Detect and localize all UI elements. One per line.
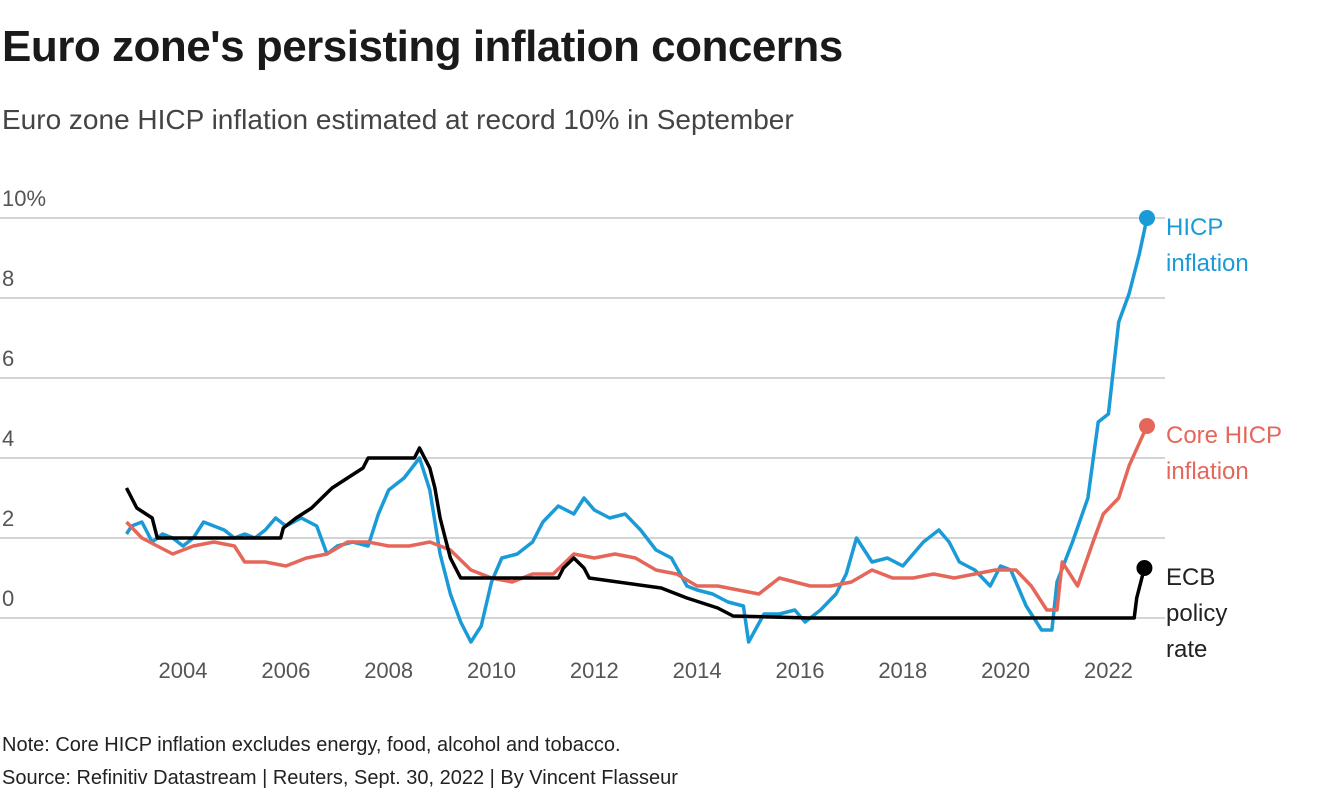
end-marker (1139, 210, 1156, 226)
x-tick-label: 2014 (673, 658, 722, 683)
series-line (125, 217, 1149, 644)
series-label: ECB policy rate (1166, 564, 1228, 663)
x-tick-label: 2016 (775, 658, 824, 683)
source: Source: Refinitiv Datastream | Reuters, … (2, 767, 678, 789)
y-tick-label: 0 (2, 586, 14, 611)
y-tick-label: 8 (2, 266, 14, 291)
x-tick-label: 2006 (261, 658, 310, 683)
y-tick-label: 10% (2, 186, 46, 211)
x-tick-label: 2018 (878, 658, 927, 683)
chart-subtitle: Euro zone HICP inflation estimated at re… (2, 104, 794, 135)
x-tick-label: 2008 (364, 658, 413, 683)
end-marker (1136, 560, 1153, 576)
note: Note: Core HICP inflation excludes energ… (2, 734, 621, 756)
chart-title: Euro zone's persisting inflation concern… (2, 22, 843, 71)
series-label: Core HICP inflation (1166, 422, 1282, 485)
y-tick-label: 6 (2, 346, 14, 371)
x-tick-label: 2012 (570, 658, 619, 683)
x-tick-label: 2004 (159, 658, 208, 683)
x-tick-label: 2010 (467, 658, 516, 683)
y-tick-label: 4 (2, 426, 14, 451)
end-marker (1139, 418, 1156, 434)
x-tick-label: 2022 (1084, 658, 1133, 683)
series-label: HICP inflation (1166, 214, 1249, 277)
series-line (125, 425, 1149, 612)
y-tick-label: 2 (2, 506, 14, 531)
series-line (124, 446, 1147, 620)
x-tick-label: 2020 (981, 658, 1030, 683)
